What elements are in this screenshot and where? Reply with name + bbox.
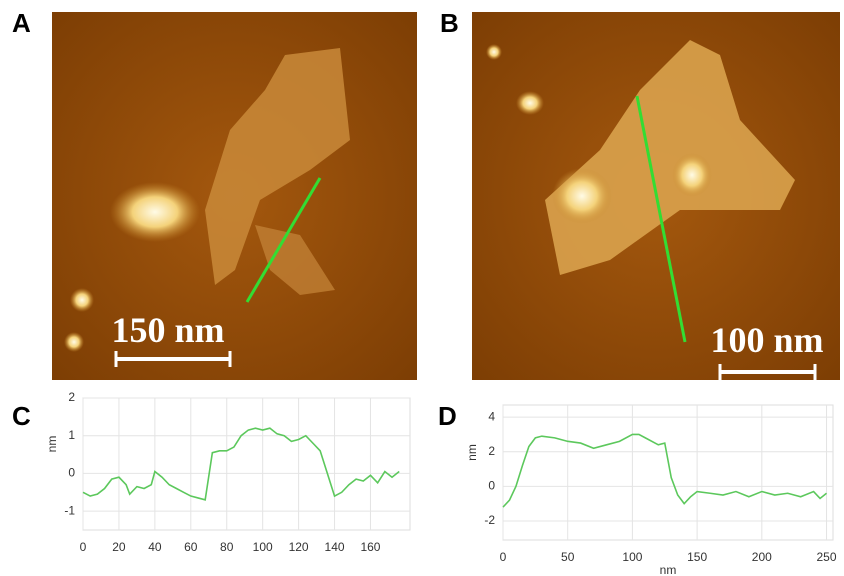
x-axis-label: nm bbox=[660, 563, 677, 576]
scale-bar-label: 100 nm bbox=[710, 320, 823, 360]
x-tick-label: 40 bbox=[148, 540, 162, 554]
x-tick-label: 50 bbox=[561, 550, 575, 564]
x-tick-label: 200 bbox=[752, 550, 772, 564]
panel-label: B bbox=[440, 8, 459, 38]
x-tick-label: 160 bbox=[360, 540, 380, 554]
y-tick-label: 1 bbox=[68, 428, 75, 442]
y-tick-label: 2 bbox=[488, 444, 495, 458]
data-line bbox=[502, 433, 828, 508]
afm-image-a: 150 nm bbox=[52, 12, 417, 380]
scale-bar-label: 150 nm bbox=[111, 310, 224, 350]
x-tick-label: 100 bbox=[622, 550, 642, 564]
y-tick-label: 0 bbox=[68, 466, 75, 480]
x-tick-label: 0 bbox=[500, 550, 507, 564]
x-tick-label: 0 bbox=[80, 540, 87, 554]
x-tick-label: 120 bbox=[289, 540, 309, 554]
x-tick-label: 250 bbox=[817, 550, 837, 564]
panel-label: C bbox=[12, 401, 31, 431]
afm-image-b: 100 nm bbox=[472, 12, 840, 380]
y-axis-label: nm bbox=[465, 444, 479, 461]
y-axis-label: nm bbox=[45, 436, 59, 453]
x-tick-label: 140 bbox=[325, 540, 345, 554]
y-tick-label: 4 bbox=[488, 409, 495, 423]
y-tick-label: -1 bbox=[64, 503, 75, 517]
panel-label: A bbox=[12, 8, 31, 38]
data-line bbox=[82, 427, 400, 501]
y-tick-label: -2 bbox=[484, 513, 495, 527]
x-tick-label: 100 bbox=[253, 540, 273, 554]
x-tick-label: 150 bbox=[687, 550, 707, 564]
y-tick-label: 0 bbox=[488, 479, 495, 493]
x-tick-label: 20 bbox=[112, 540, 126, 554]
x-tick-label: 80 bbox=[220, 540, 234, 554]
plot-area bbox=[82, 397, 411, 531]
plot-area bbox=[502, 404, 834, 541]
x-tick-label: 60 bbox=[184, 540, 198, 554]
panel-label: D bbox=[438, 401, 457, 431]
y-tick-label: 2 bbox=[68, 390, 75, 404]
